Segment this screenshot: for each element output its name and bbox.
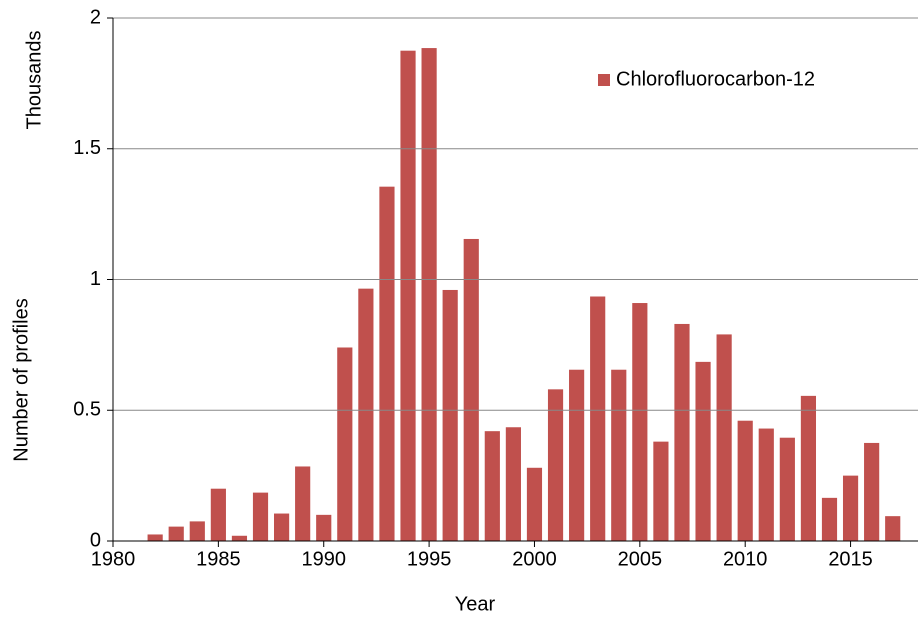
legend-swatch bbox=[598, 74, 610, 86]
bar bbox=[442, 289, 458, 541]
x-tick-label: 2005 bbox=[618, 548, 663, 570]
bar bbox=[463, 238, 479, 541]
bar bbox=[379, 186, 395, 542]
bar bbox=[779, 437, 795, 541]
bar bbox=[674, 323, 690, 541]
bar bbox=[716, 334, 732, 541]
x-axis-label: Year bbox=[455, 593, 496, 615]
x-tick-label: 2015 bbox=[828, 548, 873, 570]
bar bbox=[147, 534, 163, 541]
bar bbox=[569, 369, 585, 541]
bar bbox=[695, 361, 711, 541]
y-tick-label: 2 bbox=[90, 6, 101, 28]
bar bbox=[590, 296, 606, 541]
bar bbox=[400, 50, 416, 541]
bar bbox=[758, 428, 774, 541]
legend-label: Chlorofluorocarbon-12 bbox=[616, 68, 815, 90]
bar bbox=[231, 535, 248, 541]
bar bbox=[611, 369, 627, 541]
bar bbox=[842, 475, 859, 541]
bar bbox=[337, 347, 353, 541]
bar bbox=[358, 288, 374, 541]
bar bbox=[885, 516, 901, 541]
bar bbox=[484, 431, 500, 541]
bar bbox=[821, 497, 838, 541]
bar bbox=[168, 526, 184, 541]
y-tick-label: 1 bbox=[90, 268, 101, 290]
bar bbox=[505, 427, 521, 541]
x-tick-label: 1985 bbox=[196, 548, 241, 570]
x-tick-label: 1995 bbox=[407, 548, 452, 570]
bar bbox=[316, 514, 332, 541]
bar bbox=[295, 466, 311, 541]
bar-group bbox=[147, 48, 901, 542]
bar bbox=[421, 48, 437, 541]
y-tick-label: 0.5 bbox=[73, 399, 101, 421]
bar bbox=[526, 467, 543, 541]
x-tick-label: 1980 bbox=[91, 548, 136, 570]
bar bbox=[800, 395, 817, 541]
y-tick-label: 0 bbox=[90, 529, 101, 551]
bar bbox=[252, 492, 269, 541]
y-axis-label: Number of profiles bbox=[10, 298, 32, 461]
bar bbox=[864, 442, 880, 541]
bar bbox=[189, 521, 205, 541]
x-tick-label: 1990 bbox=[301, 548, 346, 570]
bar bbox=[210, 488, 226, 541]
bar bbox=[274, 513, 290, 541]
y-tick-label: 1.5 bbox=[73, 137, 101, 159]
bar bbox=[547, 389, 564, 541]
bar bbox=[737, 420, 753, 541]
bar bbox=[653, 441, 669, 541]
x-tick-label: 2010 bbox=[723, 548, 768, 570]
y-unit-label: Thousands bbox=[23, 31, 45, 130]
bar bbox=[632, 303, 648, 541]
x-tick-label: 2000 bbox=[512, 548, 557, 570]
